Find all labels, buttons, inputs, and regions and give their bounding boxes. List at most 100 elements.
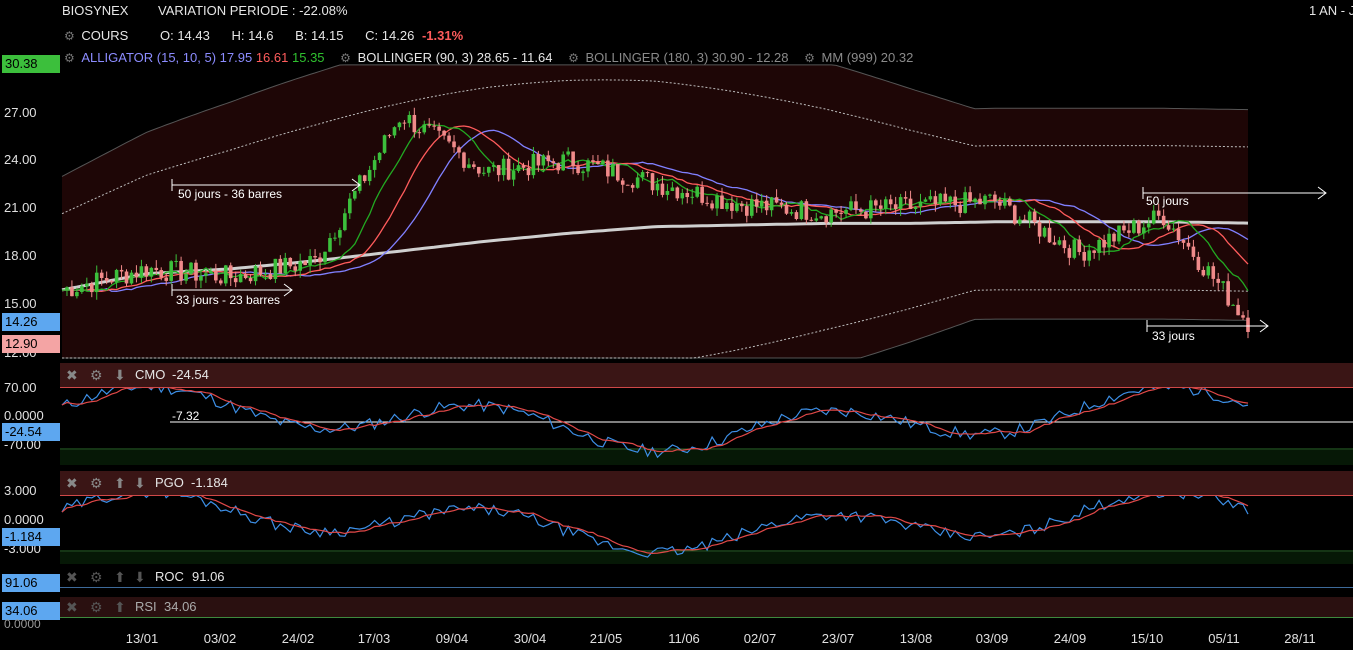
candle-body xyxy=(491,165,496,167)
candle-body xyxy=(1231,304,1235,306)
gear-icon[interactable]: ⚙ xyxy=(90,569,103,585)
candle-body xyxy=(521,165,526,168)
candle-body xyxy=(1032,211,1037,223)
candle-body xyxy=(1057,240,1062,245)
bollinger-180-fill xyxy=(62,64,1248,359)
candle-body xyxy=(223,265,228,284)
period-selector[interactable]: 1 AN - J xyxy=(1309,3,1353,18)
candle-body xyxy=(725,202,729,209)
candle-body xyxy=(164,277,169,281)
candle-body xyxy=(303,261,307,266)
gear-icon[interactable]: ⚙ xyxy=(64,51,75,65)
pgo-lower-zone xyxy=(60,552,1353,564)
open-value: 14.43 xyxy=(177,28,210,43)
candle-body xyxy=(1201,269,1206,276)
candle-body xyxy=(1146,223,1151,228)
candle-body xyxy=(596,161,600,164)
variation-period: VARIATION PERIODE : -22.08% xyxy=(158,3,348,18)
pgo-axis-label: 3.000 xyxy=(4,483,37,498)
candle-body xyxy=(352,190,357,199)
open-label: O: xyxy=(159,28,174,43)
cmo-axis-label: 70.00 xyxy=(4,380,37,395)
candle-body xyxy=(1171,228,1176,230)
bollinger-90-lower xyxy=(62,289,1249,359)
x-tick-label: 13/01 xyxy=(125,631,159,646)
annotation-label: 33 jours xyxy=(1152,329,1195,343)
candle-body xyxy=(754,199,759,207)
candle-body xyxy=(908,198,913,210)
candle-body xyxy=(218,280,223,284)
arrow-down-icon[interactable]: ⬇ xyxy=(134,569,146,585)
close-icon[interactable]: ✖ xyxy=(66,569,78,585)
candle-body xyxy=(129,272,134,284)
candle-body xyxy=(943,193,948,202)
arrow-up-icon[interactable]: ⬆ xyxy=(114,569,126,585)
candle-body xyxy=(283,257,288,274)
alligator-jaw-value: 17.95 xyxy=(219,50,253,65)
candle-body xyxy=(933,196,938,205)
candle-body xyxy=(968,192,972,202)
candle-body xyxy=(1042,227,1047,237)
candle-body xyxy=(680,192,685,199)
candle-body xyxy=(685,192,690,198)
candle-body xyxy=(675,187,680,199)
pgo-axis-label: 0.0000 xyxy=(4,512,44,527)
bollinger-180-label: BOLLINGER (180, 3) 30.90 - 12.28 xyxy=(585,50,789,65)
candle-body xyxy=(169,261,173,281)
close-icon[interactable]: ✖ xyxy=(66,367,78,383)
gear-icon[interactable]: ⚙ xyxy=(90,367,103,383)
candle-body xyxy=(1087,250,1092,261)
arrow-up-icon[interactable]: ⬆ xyxy=(114,599,126,615)
candle-body xyxy=(1092,250,1096,253)
rsi-axis-label: 0.0000 xyxy=(4,617,41,631)
x-tick-label: 21/05 xyxy=(589,631,623,646)
candle-body xyxy=(700,186,704,203)
alligator-lips-value: 15.35 xyxy=(292,50,325,65)
close-value: 14.26 xyxy=(381,28,415,43)
cmo-title: CMO xyxy=(135,367,166,382)
gear-icon[interactable]: ⚙ xyxy=(340,51,351,65)
cmo-panel-header: ✖ ⚙ ⬇ CMO -24.54 xyxy=(60,363,1353,388)
candle-body xyxy=(735,203,739,211)
candle-body xyxy=(199,275,203,281)
indicators-row: ⚙ ALLIGATOR (15, 10, 5) 17.95 16.61 15.3… xyxy=(64,50,913,65)
candle-body xyxy=(536,154,541,166)
candle-body xyxy=(893,204,898,209)
candle-body xyxy=(442,130,446,136)
candle-body xyxy=(859,209,863,212)
candle-body xyxy=(1017,219,1022,224)
candle-body xyxy=(159,270,164,278)
candle-body xyxy=(630,185,635,188)
candle-body xyxy=(298,261,302,271)
x-tick-label: 24/02 xyxy=(281,631,315,646)
candle-body xyxy=(1062,240,1067,249)
price-axis-label: 24.00 xyxy=(4,152,37,167)
bollinger-180-upper xyxy=(61,64,1249,177)
close-icon[interactable]: ✖ xyxy=(66,475,78,491)
pgo-title: PGO xyxy=(155,475,184,490)
gear-icon[interactable]: ⚙ xyxy=(804,51,815,65)
x-tick-label: 11/06 xyxy=(668,631,700,646)
gear-icon[interactable]: ⚙ xyxy=(90,599,103,615)
candle-body xyxy=(1027,211,1032,221)
arrow-down-icon[interactable]: ⬇ xyxy=(134,475,146,491)
gear-icon[interactable]: ⚙ xyxy=(64,29,75,43)
close-label: C: xyxy=(365,28,379,43)
gear-icon[interactable]: ⚙ xyxy=(568,51,579,65)
close-icon[interactable]: ✖ xyxy=(66,599,78,615)
candle-body xyxy=(194,262,198,281)
gear-icon[interactable]: ⚙ xyxy=(90,475,103,491)
candle-body xyxy=(278,258,283,274)
mm-label: MM (999) 20.32 xyxy=(821,50,914,65)
x-tick-label: 03/02 xyxy=(203,631,237,646)
arrow-up-icon[interactable]: ⬆ xyxy=(114,475,126,491)
pgo-signal-line xyxy=(61,490,1249,555)
candle-body xyxy=(467,164,471,168)
arrow-down-icon[interactable]: ⬇ xyxy=(114,367,126,383)
candle-body xyxy=(804,201,809,220)
candle-body xyxy=(849,201,853,210)
candle-body xyxy=(1022,219,1027,221)
candle-body xyxy=(665,190,670,195)
candle-body xyxy=(273,258,278,280)
